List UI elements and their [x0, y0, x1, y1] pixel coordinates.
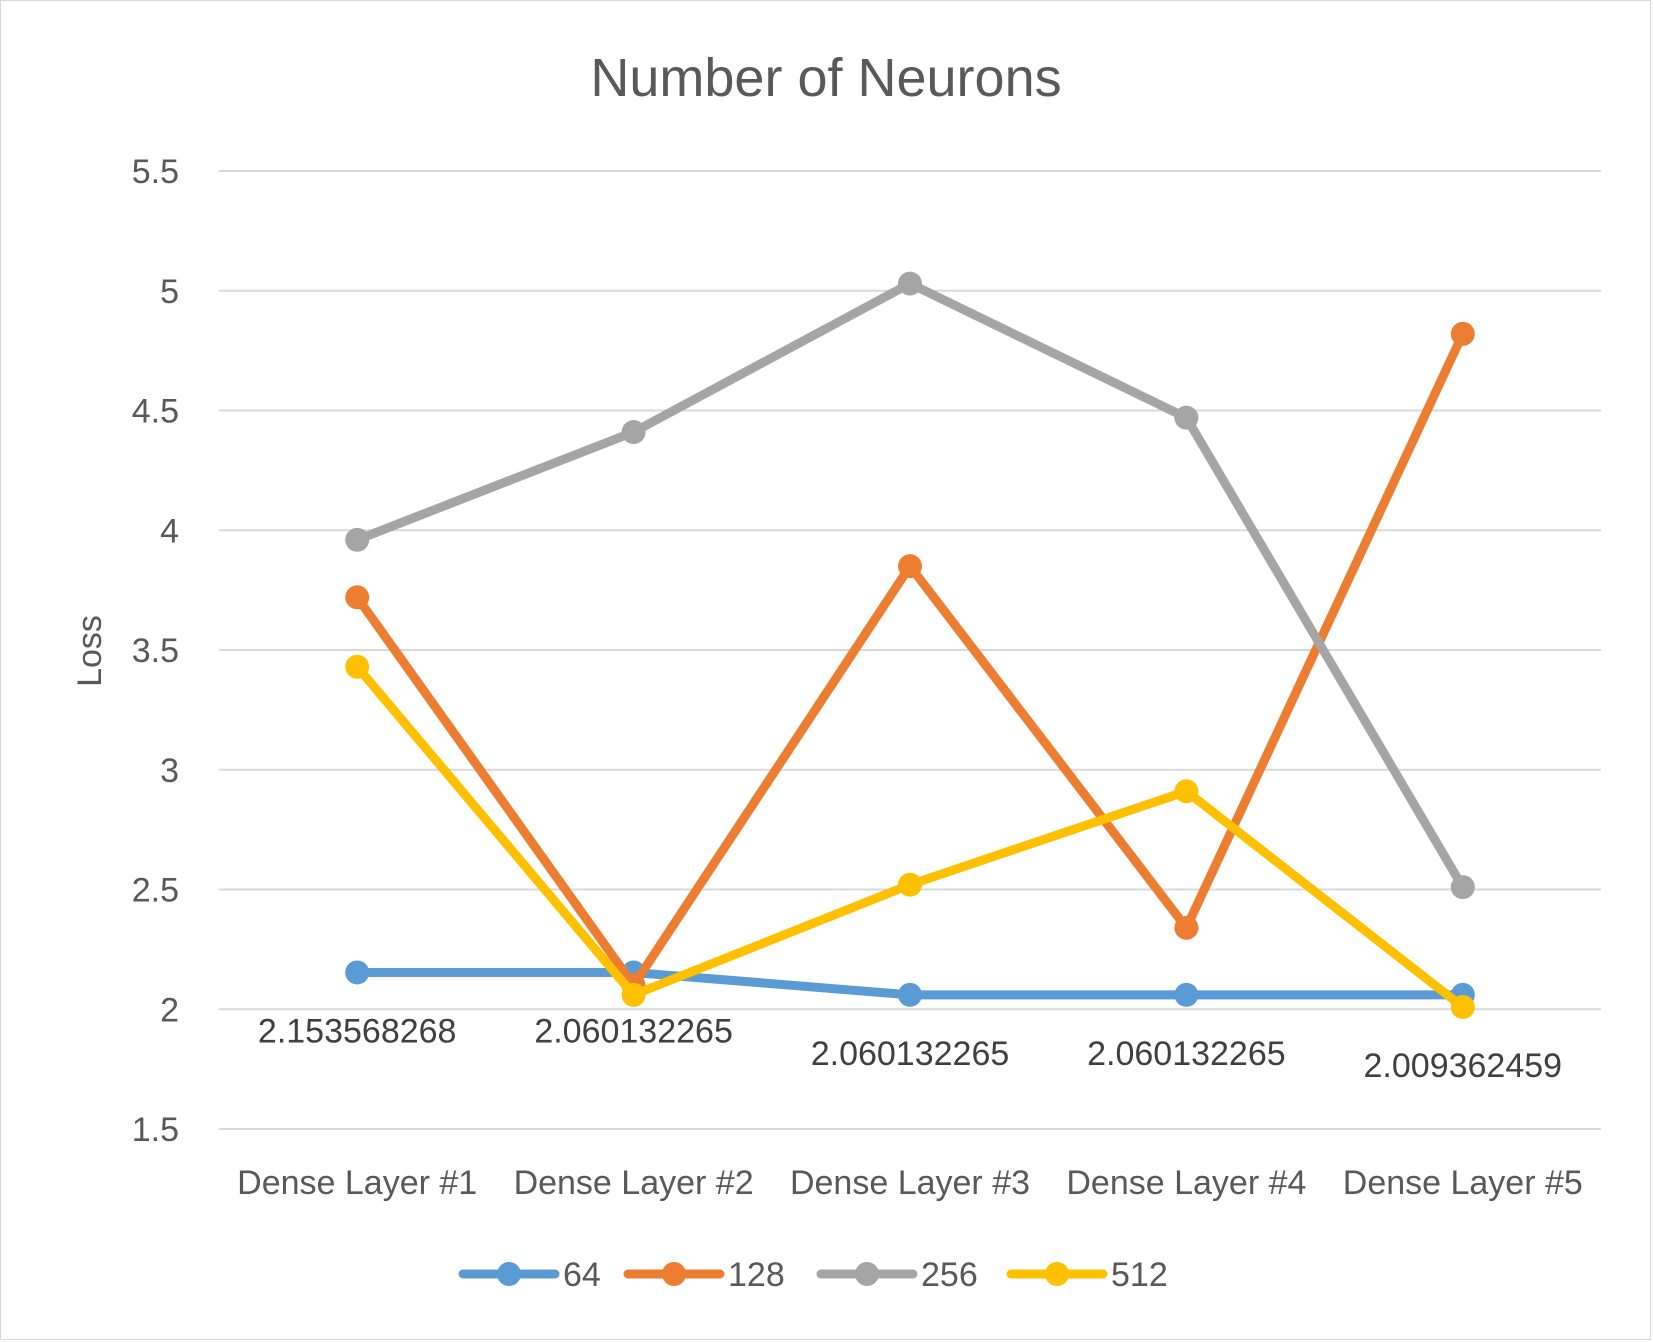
data-point [345, 527, 370, 552]
y-tick-label: 1.5 [132, 1111, 179, 1149]
data-point [898, 271, 922, 296]
legend-swatch-marker [855, 1262, 879, 1286]
data-point [1174, 405, 1199, 430]
y-axis-ticks: 1.5 2 2.5 3 3.5 4 4.5 5 5.5 [132, 153, 179, 1149]
legend-label: 256 [921, 1256, 978, 1294]
x-tick-label: Dense Layer #5 [1343, 1164, 1583, 1202]
legend-swatch-marker [1045, 1262, 1069, 1286]
series-64 [345, 960, 1475, 1007]
data-point [1450, 995, 1475, 1020]
x-tick-label: Dense Layer #4 [1066, 1164, 1306, 1202]
legend-swatch-marker [497, 1262, 521, 1286]
x-tick-label: Dense Layer #2 [514, 1164, 754, 1202]
y-tick-label: 4 [160, 512, 179, 550]
y-tick-label: 4.5 [132, 393, 179, 431]
y-axis-label: Loss [71, 615, 109, 687]
data-point [1174, 915, 1199, 940]
y-tick-label: 5 [160, 273, 179, 311]
data-label: 2.009362459 [1364, 1047, 1563, 1085]
legend-label: 512 [1111, 1256, 1168, 1294]
y-tick-label: 2.5 [132, 872, 179, 910]
y-tick-label: 2 [160, 991, 179, 1029]
data-point [1174, 779, 1199, 804]
legend-label: 128 [728, 1256, 785, 1294]
x-tick-label: Dense Layer #3 [790, 1164, 1030, 1202]
y-tick-label: 3.5 [132, 632, 179, 670]
data-labels: 2.153568268 2.060132265 2.060132265 2.06013… [258, 1012, 1562, 1085]
legend-item-256: 256 [816, 1256, 978, 1294]
data-point [898, 982, 922, 1007]
x-tick-label: Dense Layer #1 [237, 1164, 477, 1202]
series-256 [345, 271, 1475, 900]
data-label: 2.060132265 [1087, 1035, 1286, 1073]
series-512 [345, 654, 1475, 1020]
series-line [352, 279, 1468, 892]
legend-swatch-marker [662, 1262, 686, 1286]
data-point [898, 554, 922, 579]
data-label: 2.060132265 [534, 1012, 733, 1050]
data-point [345, 585, 370, 610]
data-point [1174, 982, 1199, 1007]
data-label: 2.060132265 [811, 1035, 1010, 1073]
legend-label: 64 [563, 1256, 601, 1294]
y-tick-label: 3 [160, 752, 179, 790]
y-tick-label: 5.5 [132, 153, 179, 191]
data-point [898, 872, 922, 897]
data-point [345, 960, 370, 985]
data-point [621, 982, 646, 1007]
legend-item-512: 512 [1006, 1256, 1168, 1294]
legend-item-128: 128 [623, 1256, 785, 1294]
chart-title: Number of Neurons [590, 48, 1061, 108]
data-point [345, 654, 370, 679]
legend-item-64: 64 [458, 1256, 601, 1294]
data-point [1450, 321, 1475, 346]
data-point [621, 420, 646, 445]
series-lines [345, 271, 1475, 1020]
data-point [1450, 875, 1475, 900]
data-label: 2.153568268 [258, 1012, 457, 1050]
x-axis-ticks: Dense Layer #1 Dense Layer #2 Dense Layer … [237, 1164, 1583, 1202]
legend: 64 128 256 512 [458, 1256, 1168, 1294]
